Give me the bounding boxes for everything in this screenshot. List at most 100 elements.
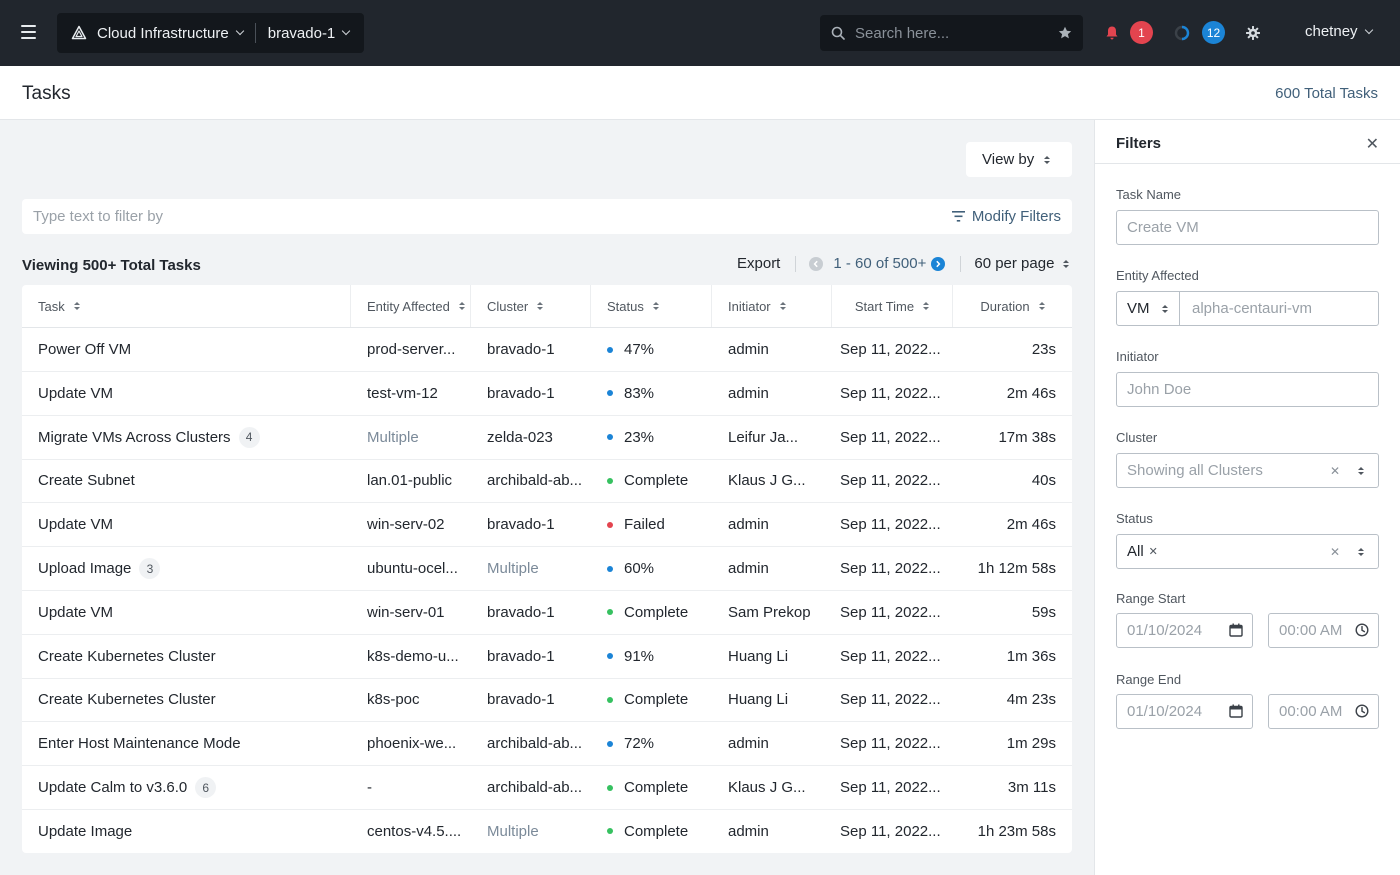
task-name-cell: Update Image — [22, 810, 351, 853]
task-name[interactable]: Migrate VMs Across Clusters — [38, 428, 231, 446]
status-value: Failed — [624, 516, 665, 534]
task-name[interactable]: Create Kubernetes Cluster — [38, 691, 216, 709]
table-row[interactable]: Update Image centos-v4.5.... Multiple Compl… — [22, 810, 1072, 853]
task-name-label: Task Name — [1116, 187, 1182, 202]
task-name[interactable]: Power Off VM — [38, 341, 132, 358]
column-header-task[interactable]: Task — [22, 285, 351, 327]
clear-icon[interactable]: ✕ — [1329, 544, 1340, 559]
cluster-filter-select[interactable]: Showing all Clusters ✕ — [1116, 453, 1379, 488]
table-row[interactable]: Enter Host Maintenance Mode phoenix-we...… — [22, 722, 1072, 767]
task-name[interactable]: Update Calm to v3.6.0 — [38, 779, 188, 796]
status-dot-icon — [607, 565, 613, 572]
range-end-date-field — [1116, 694, 1253, 729]
sort-icon — [923, 302, 930, 310]
table-row[interactable]: Update VM win-serv-01 bravado-1 Complete Sam… — [22, 591, 1072, 635]
table-row[interactable]: Create Subnet lan.01-public archibald-ab..… — [22, 459, 1072, 504]
status-value: Complete — [624, 603, 689, 621]
status-dot-icon — [607, 696, 613, 703]
task-name[interactable]: Enter Host Maintenance Mode — [38, 735, 241, 753]
subtask-count-badge[interactable]: 6 — [195, 777, 217, 798]
initiator-cell: admin — [728, 735, 769, 753]
total-tasks-count: 600 Total Tasks — [1275, 85, 1378, 102]
previous-page-icon[interactable] — [809, 256, 824, 271]
table-row[interactable]: Update Calm to v3.6.0 6 - archibald-ab... Co… — [22, 766, 1072, 810]
column-header-status[interactable]: Status — [591, 285, 712, 327]
clear-icon[interactable]: ✕ — [1329, 463, 1340, 478]
task-name[interactable]: Update VM — [38, 384, 114, 402]
table-row[interactable]: Migrate VMs Across Clusters 4 Multiple zeld… — [22, 416, 1072, 460]
cluster-cell[interactable]: Multiple — [487, 560, 539, 577]
column-header-start-time[interactable]: Start Time — [832, 285, 953, 327]
tasks-progress-icon[interactable] — [1174, 25, 1190, 41]
table-row[interactable]: Upload Image 3 ubuntu-ocel... Multiple 60% ad… — [22, 547, 1072, 591]
task-name[interactable]: Upload Image — [38, 560, 132, 577]
task-name[interactable]: Update VM — [38, 603, 114, 621]
entity-affected-cell[interactable]: Multiple — [367, 428, 419, 446]
task-name-cell: Update Calm to v3.6.0 6 — [22, 766, 351, 809]
task-name[interactable]: Update Image — [38, 822, 133, 840]
hamburger-menu-icon[interactable] — [21, 25, 36, 39]
table-row[interactable]: Update VM win-serv-02 bravado-1 Failed admin… — [22, 503, 1072, 548]
status-cell: Complete — [591, 591, 712, 634]
calendar-icon[interactable] — [1229, 704, 1243, 718]
duration-cell: 1m 29s — [1006, 735, 1056, 753]
filters-panel-header: Filters ✕ — [1095, 120, 1400, 164]
initiator-input[interactable] — [1116, 372, 1379, 407]
product-selector[interactable]: Cloud Infrastructure — [57, 13, 255, 53]
select-arrows-icon — [1358, 547, 1364, 556]
start-time-cell: Sep 11, 2022... — [840, 560, 941, 577]
task-name-cell: Update VM — [22, 591, 351, 634]
column-header-entity-affected[interactable]: Entity Affected — [351, 285, 471, 327]
entity-name-input[interactable] — [1181, 292, 1377, 325]
status-filter-select[interactable]: All ✕ ✕ — [1116, 534, 1379, 569]
alerts-count-badge[interactable]: 1 — [1130, 21, 1153, 44]
task-name-input[interactable] — [1116, 210, 1379, 245]
task-name[interactable]: Update VM — [38, 516, 114, 534]
task-name[interactable]: Create Kubernetes Cluster — [38, 647, 216, 665]
subtask-count-badge[interactable]: 3 — [139, 558, 161, 579]
range-end-date-input[interactable] — [1127, 703, 1222, 720]
table-row[interactable]: Create Kubernetes Cluster k8s-poc bravado-… — [22, 678, 1072, 723]
view-by-dropdown[interactable]: View by — [966, 142, 1072, 177]
modify-filters-button[interactable]: Modify Filters — [951, 208, 1061, 225]
status-cell: 47% — [591, 328, 712, 371]
task-name[interactable]: Create Subnet — [38, 472, 135, 490]
remove-tag-icon[interactable]: ✕ — [1148, 546, 1158, 558]
cluster-cell[interactable]: Multiple — [487, 822, 539, 840]
range-start-date-input[interactable] — [1127, 622, 1222, 639]
star-icon[interactable] — [1058, 26, 1072, 40]
entity-type-select[interactable]: VM — [1117, 292, 1180, 325]
start-time-cell: Sep 11, 2022... — [840, 384, 941, 402]
select-arrows-icon — [1161, 304, 1168, 313]
table-row[interactable]: Update VM test-vm-12 bravado-1 83% admin Sep … — [22, 372, 1072, 416]
column-header-cluster[interactable]: Cluster — [471, 285, 591, 327]
initiator-cell: Huang Li — [728, 691, 789, 709]
table-row[interactable]: Power Off VM prod-server... bravado-1 47% ad… — [22, 328, 1072, 372]
entity-type-value: VM — [1127, 300, 1150, 317]
per-page-dropdown[interactable]: 60 per page — [974, 255, 1070, 272]
clock-icon[interactable] — [1355, 623, 1369, 637]
range-start-date-field — [1116, 613, 1253, 648]
user-menu[interactable]: chetney — [1305, 23, 1373, 40]
range-end-time-input[interactable] — [1279, 703, 1349, 720]
filter-text-input[interactable] — [33, 208, 913, 225]
duration-cell: 1h 12m 58s — [977, 560, 1056, 577]
next-page-icon[interactable] — [931, 256, 946, 271]
top-navigation-bar: Cloud Infrastructure bravado-1 1 12 — [0, 0, 1400, 66]
close-icon[interactable]: ✕ — [1365, 136, 1379, 153]
calendar-icon[interactable] — [1229, 623, 1243, 637]
subtask-count-badge[interactable]: 4 — [238, 426, 260, 448]
gear-icon[interactable] — [1245, 25, 1261, 41]
status-cell: 91% — [591, 635, 712, 678]
table-row[interactable]: Create Kubernetes Cluster k8s-demo-u... br… — [22, 635, 1072, 679]
search-input[interactable] — [855, 24, 1045, 42]
range-start-time-input[interactable] — [1279, 622, 1349, 639]
chevron-down-icon — [235, 26, 244, 36]
alerts-bell-icon[interactable] — [1104, 25, 1120, 41]
export-button[interactable]: Export — [737, 255, 781, 272]
tasks-count-badge[interactable]: 12 — [1202, 21, 1225, 44]
column-header-duration[interactable]: Duration — [953, 285, 1072, 327]
clock-icon[interactable] — [1355, 704, 1369, 718]
cluster-selector[interactable]: bravado-1 — [256, 13, 351, 53]
column-header-initiator[interactable]: Initiator — [712, 285, 832, 327]
